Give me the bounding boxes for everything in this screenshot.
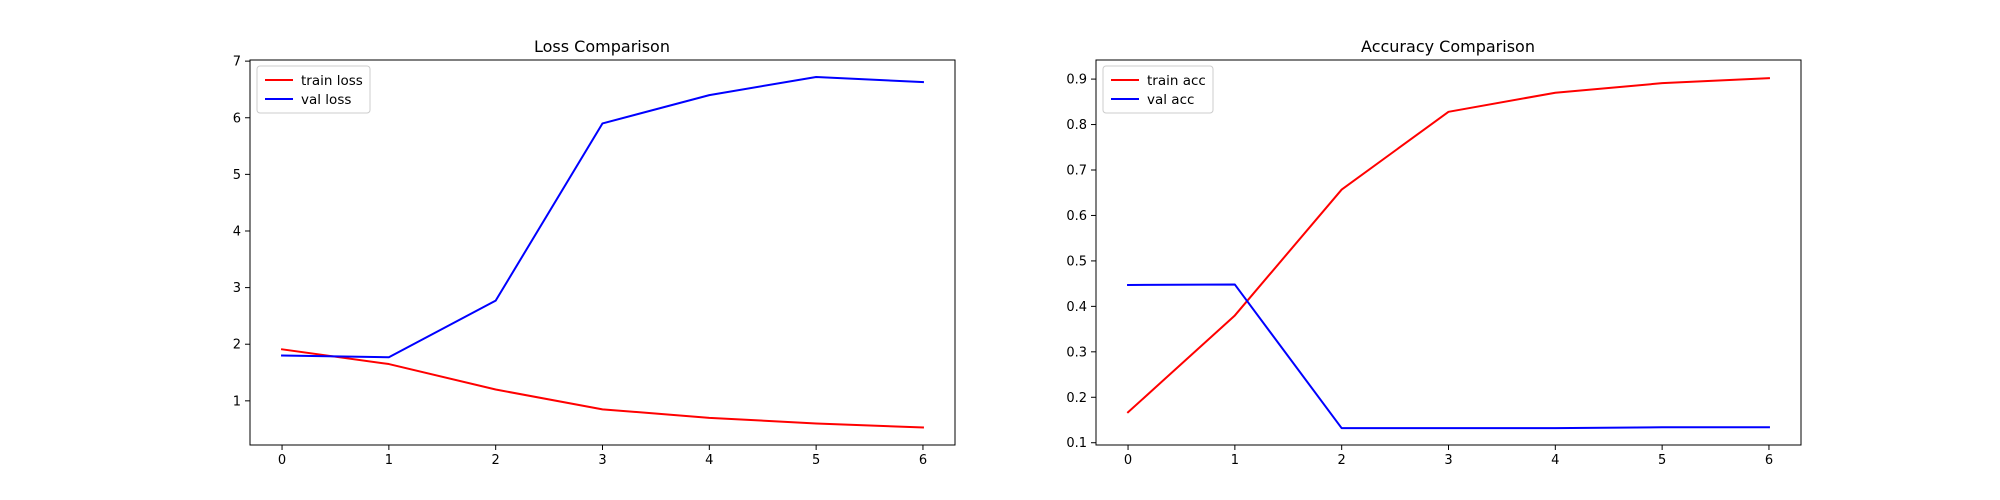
plot-frame — [1095, 59, 1802, 446]
y-tick-label: 0.9 — [1066, 73, 1087, 88]
y-tick-label: 2 — [233, 338, 241, 353]
legend-box — [256, 65, 371, 114]
series-line-val-acc — [1127, 283, 1770, 430]
x-tick-label: 1 — [385, 453, 393, 468]
y-tick-label: 0.2 — [1066, 391, 1087, 406]
x-tick-label: 6 — [1765, 453, 1773, 468]
legend-label-train-acc: train acc — [1147, 73, 1206, 89]
y-tick-label: 6 — [233, 111, 241, 126]
y-tick-label: 7 — [233, 55, 241, 70]
y-tick-label: 5 — [233, 168, 241, 183]
y-tick-label: 1 — [233, 394, 241, 409]
x-tick-label: 4 — [1551, 453, 1559, 468]
loss-plot-marks: 0 1 2 3 4 5 6 1 2 3 4 5 6 7 — [233, 55, 927, 468]
x-tick-label: 5 — [1658, 453, 1666, 468]
x-tick-label: 0 — [278, 453, 286, 468]
accuracy-plot-marks: 0 1 2 3 4 5 6 0.1 0.2 0.3 0.4 0.5 0.6 0.7 0.8 0.9 — [1066, 73, 1773, 468]
legend-label-val-acc: val acc — [1147, 92, 1194, 108]
legend-label-val-loss: val loss — [301, 92, 351, 108]
x-tick-label: 2 — [492, 453, 500, 468]
x-tick-label: 3 — [1444, 453, 1452, 468]
legend-box — [1102, 65, 1214, 114]
x-tick-label: 2 — [1338, 453, 1346, 468]
legend: train acc val acc — [1102, 65, 1214, 114]
y-tick-label: 0.8 — [1066, 118, 1087, 133]
accuracy-chart: Accuracy Comparison 0 1 2 3 4 5 60.10.20.30.40… — [1066, 37, 1802, 468]
series-line-val-loss — [281, 75, 924, 359]
y-tick-label: 4 — [233, 224, 241, 239]
series-line-train-loss — [280, 348, 924, 429]
x-tick-label: 1 — [1231, 453, 1239, 468]
y-tick-label: 3 — [233, 281, 241, 296]
series-line-train-acc — [1126, 77, 1770, 414]
x-tick-label: 4 — [705, 453, 713, 468]
y-tick-label: 0.4 — [1066, 300, 1087, 315]
y-tick-label: 0.5 — [1066, 254, 1087, 269]
x-tick-label: 3 — [598, 453, 606, 468]
plot-frame — [249, 59, 956, 446]
x-tick-label: 0 — [1124, 453, 1132, 468]
legend-label-train-loss: train loss — [301, 73, 363, 89]
x-tick-label: 5 — [812, 453, 820, 468]
chart-title: Accuracy Comparison — [1361, 37, 1535, 56]
y-tick-label: 0.6 — [1066, 209, 1087, 224]
y-tick-label: 0.1 — [1066, 436, 1087, 451]
legend: train loss val loss — [256, 65, 371, 114]
y-tick-label: 0.7 — [1066, 164, 1087, 179]
x-tick-label: 6 — [919, 453, 927, 468]
loss-chart: Loss Comparison 0 1 2 3 4 5 6 1 2 3 4 5 6 7 train los… — [233, 37, 956, 468]
y-tick-label: 0.3 — [1066, 345, 1087, 360]
chart-title: Loss Comparison — [534, 37, 670, 56]
